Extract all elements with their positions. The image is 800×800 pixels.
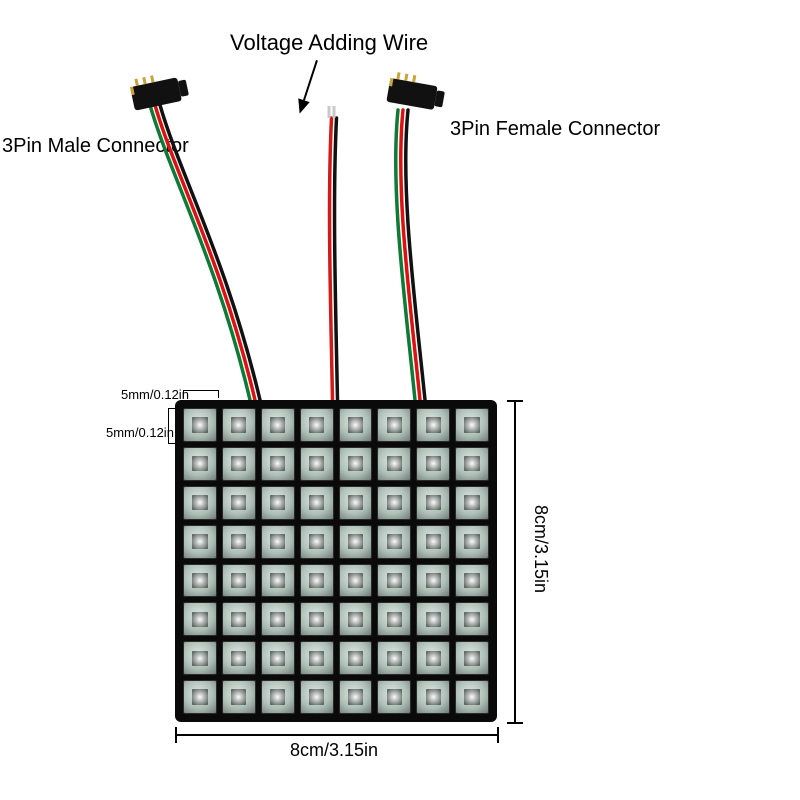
led-pixel xyxy=(261,641,295,675)
led-pixel xyxy=(377,564,411,598)
led-pixel xyxy=(416,564,450,598)
led-pixel xyxy=(300,525,334,559)
led-pixel xyxy=(222,408,256,442)
led-pixel xyxy=(222,564,256,598)
led-pixel xyxy=(261,602,295,636)
led-pixel xyxy=(183,602,217,636)
led-pixel xyxy=(183,564,217,598)
width-dimension-label: 8cm/3.15in xyxy=(290,740,378,761)
led-pixel xyxy=(261,525,295,559)
led-pixel xyxy=(339,680,373,714)
led-pixel xyxy=(377,602,411,636)
led-pixel xyxy=(455,486,489,520)
led-pixel xyxy=(377,447,411,481)
led-pixel xyxy=(183,525,217,559)
led-pixel xyxy=(416,602,450,636)
pitch-vertical-label: 5mm/0.12in xyxy=(106,425,174,440)
led-pixel xyxy=(416,486,450,520)
female-connector-label: 3Pin Female Connector xyxy=(450,118,660,141)
led-pixel xyxy=(377,408,411,442)
led-pixel xyxy=(300,641,334,675)
pitch-bracket-vertical xyxy=(168,408,175,444)
led-pixel xyxy=(300,602,334,636)
led-pixel xyxy=(183,408,217,442)
led-pixel xyxy=(222,680,256,714)
led-pixel xyxy=(377,525,411,559)
led-pixel xyxy=(183,486,217,520)
led-pixel xyxy=(183,680,217,714)
led-pixel xyxy=(300,486,334,520)
led-pixel xyxy=(300,564,334,598)
led-pixel xyxy=(339,486,373,520)
led-pixel xyxy=(339,641,373,675)
female-connector-icon xyxy=(386,78,437,110)
led-pixel xyxy=(261,408,295,442)
led-pixel xyxy=(416,408,450,442)
led-pixel xyxy=(455,564,489,598)
male-connector-label: 3Pin Male Connector xyxy=(2,135,189,158)
led-pixel xyxy=(416,641,450,675)
led-pixel xyxy=(339,447,373,481)
led-pixel xyxy=(339,564,373,598)
led-pixel xyxy=(222,486,256,520)
led-matrix-panel xyxy=(175,400,497,722)
led-pixel xyxy=(222,447,256,481)
led-pixel xyxy=(377,486,411,520)
led-pixel xyxy=(455,408,489,442)
led-pixel xyxy=(222,641,256,675)
led-pixel xyxy=(377,641,411,675)
led-pixel xyxy=(300,680,334,714)
led-pixel xyxy=(183,447,217,481)
led-pixel xyxy=(416,680,450,714)
led-pixel xyxy=(455,447,489,481)
led-pixel xyxy=(455,680,489,714)
led-pixel xyxy=(261,447,295,481)
led-pixel xyxy=(416,525,450,559)
led-pixel xyxy=(455,525,489,559)
led-pixel xyxy=(416,447,450,481)
pitch-bracket-horizontal xyxy=(183,390,219,398)
led-pixel xyxy=(222,602,256,636)
led-pixel xyxy=(300,408,334,442)
led-pixel xyxy=(183,641,217,675)
led-pixel xyxy=(300,447,334,481)
led-pixel xyxy=(261,564,295,598)
led-pixel xyxy=(261,680,295,714)
led-pixel xyxy=(377,680,411,714)
led-pixel xyxy=(339,408,373,442)
height-dimension-label: 8cm/3.15in xyxy=(530,505,551,593)
led-pixel xyxy=(261,486,295,520)
voltage-wire-label: Voltage Adding Wire xyxy=(230,30,428,56)
male-connector-icon xyxy=(130,77,182,110)
led-pixel xyxy=(339,602,373,636)
led-pixel xyxy=(339,525,373,559)
led-pixel xyxy=(455,641,489,675)
led-pixel xyxy=(455,602,489,636)
led-pixel xyxy=(222,525,256,559)
